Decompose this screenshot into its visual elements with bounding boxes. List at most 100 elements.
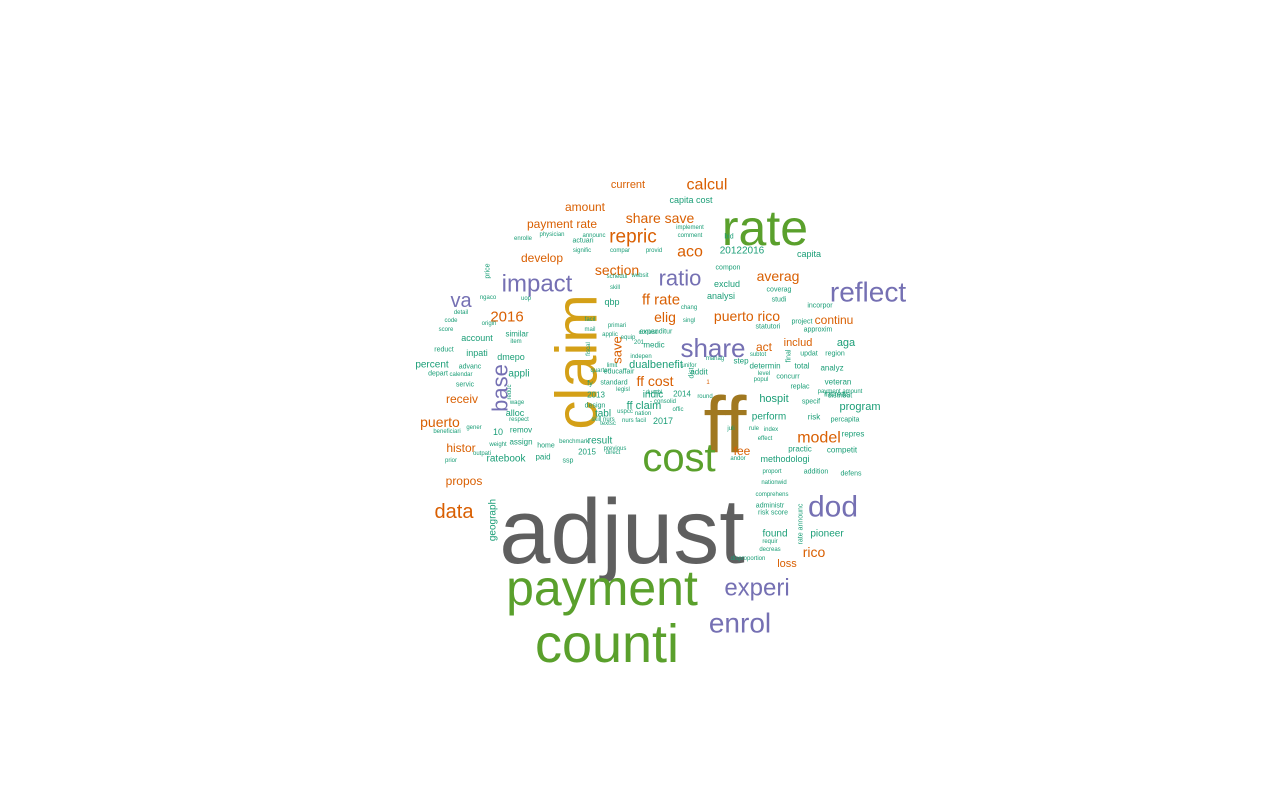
cloud-word: elig xyxy=(654,309,676,325)
cloud-word: mail xyxy=(584,327,595,333)
cloud-word: defens xyxy=(840,471,862,478)
cloud-word: code xyxy=(444,318,458,324)
cloud-word: coverag xyxy=(767,287,792,294)
cloud-word: design xyxy=(585,403,606,410)
cloud-word: act xyxy=(756,340,773,354)
cloud-word: repric xyxy=(609,227,657,248)
cloud-word: data xyxy=(435,501,475,523)
cloud-word: textsc xyxy=(600,421,616,427)
cloud-word: previous xyxy=(604,446,627,452)
cloud-word: save xyxy=(610,336,625,363)
cloud-word: statutori xyxy=(756,324,781,331)
cloud-word: increas xyxy=(824,390,850,399)
cloud-word: ratio xyxy=(659,266,702,291)
cloud-word: 20122016 xyxy=(720,246,765,257)
cloud-word: amount xyxy=(565,200,606,214)
cloud-word: standard xyxy=(600,380,627,387)
cloud-word: subtot xyxy=(750,352,767,358)
cloud-word: cost xyxy=(642,436,715,480)
cloud-word: paid xyxy=(535,453,550,462)
cloud-word: addit xyxy=(690,368,708,377)
cloud-word: calcul xyxy=(687,177,728,194)
cloud-word: weight xyxy=(488,442,507,448)
cloud-word: nurs facil xyxy=(622,418,646,424)
cloud-word: alloc xyxy=(506,408,525,418)
cloud-word: skill xyxy=(610,285,620,291)
cloud-word: program xyxy=(840,401,881,413)
cloud-word: administr xyxy=(756,503,785,510)
cloud-word: puerto xyxy=(420,414,460,430)
cloud-word: remov xyxy=(510,426,532,435)
cloud-word: distribut xyxy=(828,393,853,400)
cloud-word: dmepo xyxy=(497,352,525,362)
cloud-word: share xyxy=(680,333,745,363)
cloud-word: rico xyxy=(803,544,826,560)
cloud-word: current xyxy=(611,179,645,191)
cloud-word: chang xyxy=(681,305,697,311)
cloud-word: popul xyxy=(754,377,769,383)
cloud-word: ff cost xyxy=(636,373,673,389)
cloud-word: veteran xyxy=(825,378,852,387)
cloud-word: inpati xyxy=(466,348,488,358)
cloud-word: calendar xyxy=(449,372,472,378)
cloud-word: home xyxy=(537,443,555,450)
cloud-word: facil xyxy=(585,317,596,323)
cloud-word: uspcc xyxy=(617,409,633,415)
cloud-word: educaffair xyxy=(604,369,635,376)
cloud-word: reflect xyxy=(830,277,906,308)
cloud-word: risk xyxy=(808,413,821,422)
cloud-word: ff rate xyxy=(642,292,680,309)
cloud-word: approxim xyxy=(804,327,833,334)
cloud-word: comment xyxy=(678,233,703,239)
cloud-word: round xyxy=(697,394,712,400)
cloud-word: replac xyxy=(790,384,810,391)
cloud-word: respect xyxy=(509,417,529,423)
cloud-word: applic xyxy=(602,332,618,338)
cloud-word: puerto rico xyxy=(714,308,780,324)
cloud-word: va xyxy=(450,290,472,312)
cloud-word: includ xyxy=(784,337,813,349)
cloud-word: ssp xyxy=(563,458,574,465)
cloud-word: compon xyxy=(716,265,741,272)
cloud-word: benchmark xyxy=(559,439,590,445)
cloud-word: loss xyxy=(777,558,797,570)
cloud-word: 2016 xyxy=(490,309,523,326)
cloud-word: schedul xyxy=(607,274,628,280)
cloud-word: index xyxy=(764,427,778,433)
cloud-word: region xyxy=(825,351,845,358)
cloud-word: dist xyxy=(689,368,696,379)
cloud-word: quarter xyxy=(590,368,609,374)
cloud-word: actuari xyxy=(572,238,593,245)
cloud-word: payment rate xyxy=(527,217,597,231)
cloud-word: 10 xyxy=(493,427,503,437)
cloud-word: final xyxy=(786,349,793,362)
cloud-word: signific xyxy=(573,248,591,254)
cloud-word: price xyxy=(485,263,492,278)
cloud-word: rate xyxy=(722,200,808,256)
cloud-word: repres xyxy=(842,430,865,439)
cloud-word: percapita xyxy=(831,417,860,424)
cloud-word: develop xyxy=(521,251,563,265)
cloud-word: studi xyxy=(772,297,787,304)
cloud-word: project xyxy=(791,319,812,326)
cloud-word: dualbenefit xyxy=(629,359,683,371)
cloud-word: histor xyxy=(446,441,475,455)
cloud-word: assign xyxy=(509,438,532,447)
cloud-word: receiv xyxy=(446,392,478,406)
cloud-word: fiscal xyxy=(586,342,592,356)
cloud-word: enrolle xyxy=(514,236,533,242)
cloud-word: offic xyxy=(673,407,684,413)
cloud-word: fy xyxy=(587,381,593,388)
cloud-word: capita cost xyxy=(669,195,713,205)
cloud-word: ff xyxy=(703,381,747,470)
cloud-word: ratebook xyxy=(487,454,527,465)
cloud-word: pioneer xyxy=(810,529,844,540)
cloud-word: 1 xyxy=(706,380,710,386)
cloud-word: determin xyxy=(749,362,780,371)
cloud-word: item xyxy=(510,339,521,345)
cloud-word: 201 xyxy=(634,340,645,346)
cloud-word: experi xyxy=(724,575,789,602)
cloud-word: practic xyxy=(788,445,812,454)
cloud-word: rule xyxy=(749,426,760,432)
